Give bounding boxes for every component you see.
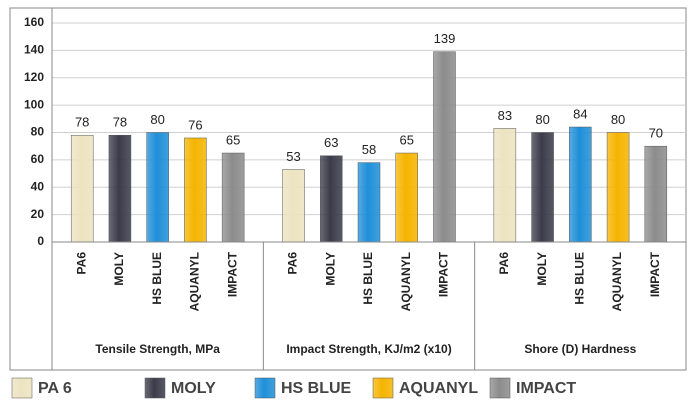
bar bbox=[493, 128, 517, 243]
data-label: 70 bbox=[649, 126, 663, 141]
x-tick-label: HS BLUE bbox=[150, 252, 164, 305]
legend-label: PA 6 bbox=[38, 380, 72, 397]
bar bbox=[282, 169, 305, 243]
legend-label: HS BLUE bbox=[281, 380, 352, 397]
x-tick-label: AQUANYL bbox=[399, 252, 413, 311]
x-tick-label: IMPACT bbox=[648, 251, 662, 297]
data-label: 65 bbox=[226, 132, 240, 147]
legend-label: MOLY bbox=[171, 380, 216, 397]
legend-swatch bbox=[254, 377, 276, 399]
y-tick-label: 20 bbox=[31, 207, 45, 221]
legend-label: AQUANYL bbox=[399, 380, 478, 397]
x-tick-label: IMPACT bbox=[225, 251, 239, 297]
group-label: Impact Strength, KJ/m2 (x10) bbox=[286, 342, 451, 356]
data-label: 80 bbox=[535, 112, 549, 127]
x-tick-label: PA6 bbox=[286, 252, 300, 275]
data-label: 84 bbox=[573, 106, 587, 121]
x-tick-label: IMPACT bbox=[437, 251, 451, 297]
data-label: 78 bbox=[113, 115, 127, 130]
bar bbox=[146, 132, 169, 243]
x-tick-label: PA6 bbox=[497, 252, 511, 275]
x-tick-label: HS BLUE bbox=[573, 252, 587, 305]
y-tick-label: 80 bbox=[31, 125, 45, 139]
x-tick-label: AQUANYL bbox=[188, 252, 202, 311]
x-tick-label: MOLY bbox=[535, 252, 549, 286]
legend-label: IMPACT bbox=[516, 380, 576, 397]
y-tick-label: 160 bbox=[24, 15, 44, 29]
y-tick-label: 120 bbox=[24, 70, 44, 84]
data-label: 63 bbox=[324, 135, 338, 150]
bar bbox=[569, 126, 592, 243]
x-tick-label: PA6 bbox=[74, 252, 88, 275]
bar bbox=[357, 162, 381, 243]
data-label: 76 bbox=[188, 117, 202, 132]
data-label: 78 bbox=[75, 115, 89, 130]
x-tick-label: AQUANYL bbox=[610, 252, 624, 311]
plot-frame bbox=[9, 7, 687, 371]
legend-swatch bbox=[372, 377, 394, 399]
bar bbox=[644, 145, 668, 243]
bar bbox=[221, 152, 245, 243]
y-tick-label: 60 bbox=[31, 152, 45, 166]
bar bbox=[108, 134, 132, 243]
bar bbox=[320, 155, 343, 243]
bar bbox=[433, 51, 456, 243]
x-tick-label: MOLY bbox=[112, 252, 126, 286]
data-label: 80 bbox=[611, 112, 625, 127]
legend-swatch bbox=[489, 377, 511, 399]
bar bbox=[531, 132, 554, 243]
x-tick-label: HS BLUE bbox=[361, 252, 375, 305]
bar bbox=[70, 134, 94, 243]
data-label: 80 bbox=[150, 112, 164, 127]
group-label: Tensile Strength, MPa bbox=[95, 342, 220, 356]
bar bbox=[606, 132, 630, 243]
x-tick-label: MOLY bbox=[323, 252, 337, 286]
legend-swatch bbox=[11, 377, 33, 399]
group-label: Shore (D) Hardness bbox=[524, 342, 636, 356]
data-label: 65 bbox=[400, 132, 414, 147]
data-label: 53 bbox=[286, 149, 300, 164]
bar bbox=[184, 137, 207, 243]
y-tick-label: 0 bbox=[37, 234, 44, 248]
y-tick-label: 140 bbox=[24, 43, 44, 57]
legend-swatch bbox=[144, 377, 166, 399]
data-label: 58 bbox=[362, 142, 376, 157]
bar bbox=[395, 152, 418, 243]
data-label: 139 bbox=[434, 31, 456, 46]
y-tick-label: 100 bbox=[24, 97, 44, 111]
data-label: 83 bbox=[498, 108, 512, 123]
y-tick-label: 40 bbox=[31, 179, 45, 193]
